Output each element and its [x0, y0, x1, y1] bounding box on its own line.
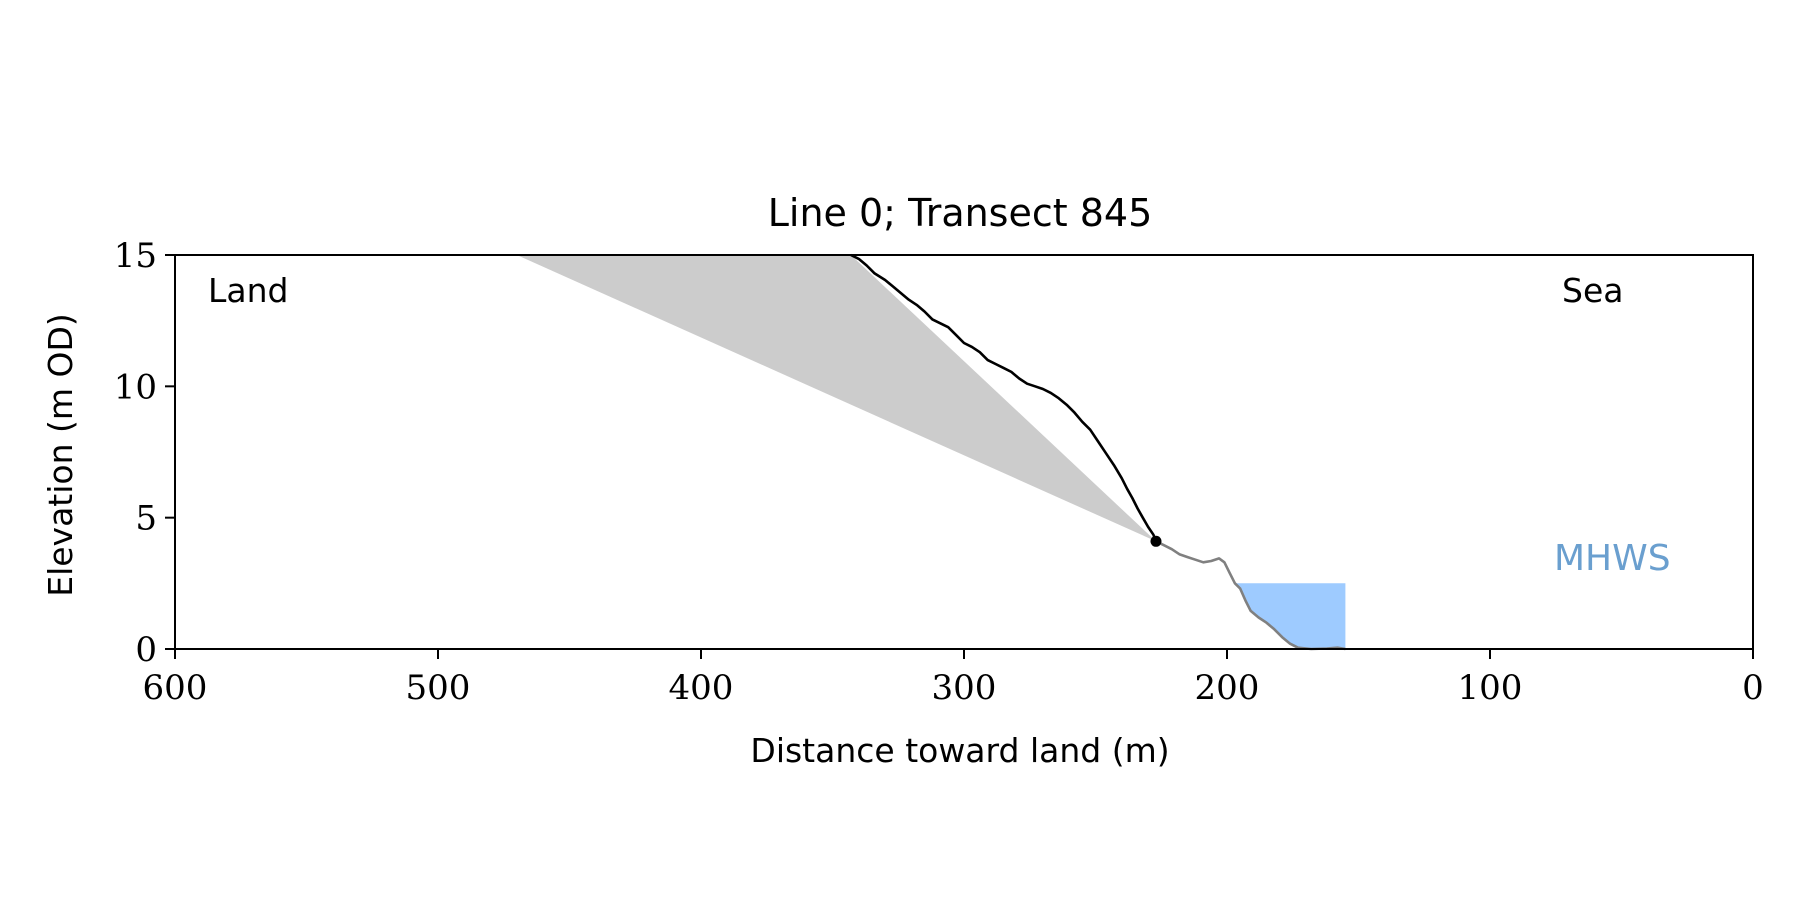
sea-annotation: Sea — [1562, 271, 1623, 310]
x-tick-label: 600 — [143, 668, 208, 708]
x-tick-label: 400 — [669, 668, 734, 708]
y-tick-label: 5 — [135, 499, 157, 539]
mhws-annotation: MHWS — [1554, 538, 1671, 579]
x-tick-label: 100 — [1458, 668, 1523, 708]
shade-layer — [516, 255, 1156, 542]
x-tick-label: 200 — [1195, 668, 1260, 708]
profile-line-upper — [850, 253, 1158, 542]
x-axis-label: Distance toward land (m) — [750, 731, 1169, 770]
water-area — [1234, 583, 1346, 649]
y-tick-label: 0 — [135, 630, 157, 670]
toe-marker-point — [1150, 535, 1162, 547]
x-tick-label: 300 — [932, 668, 997, 708]
y-axis-label: Elevation (m OD) — [41, 313, 80, 597]
land-annotation: Land — [208, 271, 288, 310]
ticks-layer: 600 500 400 300 200 100 0 0 5 10 15 — [114, 236, 1764, 708]
y-tick-label: 15 — [114, 236, 157, 276]
profile-layer — [850, 253, 1346, 651]
y-tick-label: 10 — [114, 367, 157, 407]
profile-line-lower — [1155, 540, 1346, 651]
shade-region — [516, 255, 1156, 542]
chart-title: Line 0; Transect 845 — [768, 191, 1153, 235]
water-layer — [1234, 583, 1346, 649]
x-tick-label: 500 — [406, 668, 471, 708]
x-tick-label: 0 — [1742, 668, 1764, 708]
